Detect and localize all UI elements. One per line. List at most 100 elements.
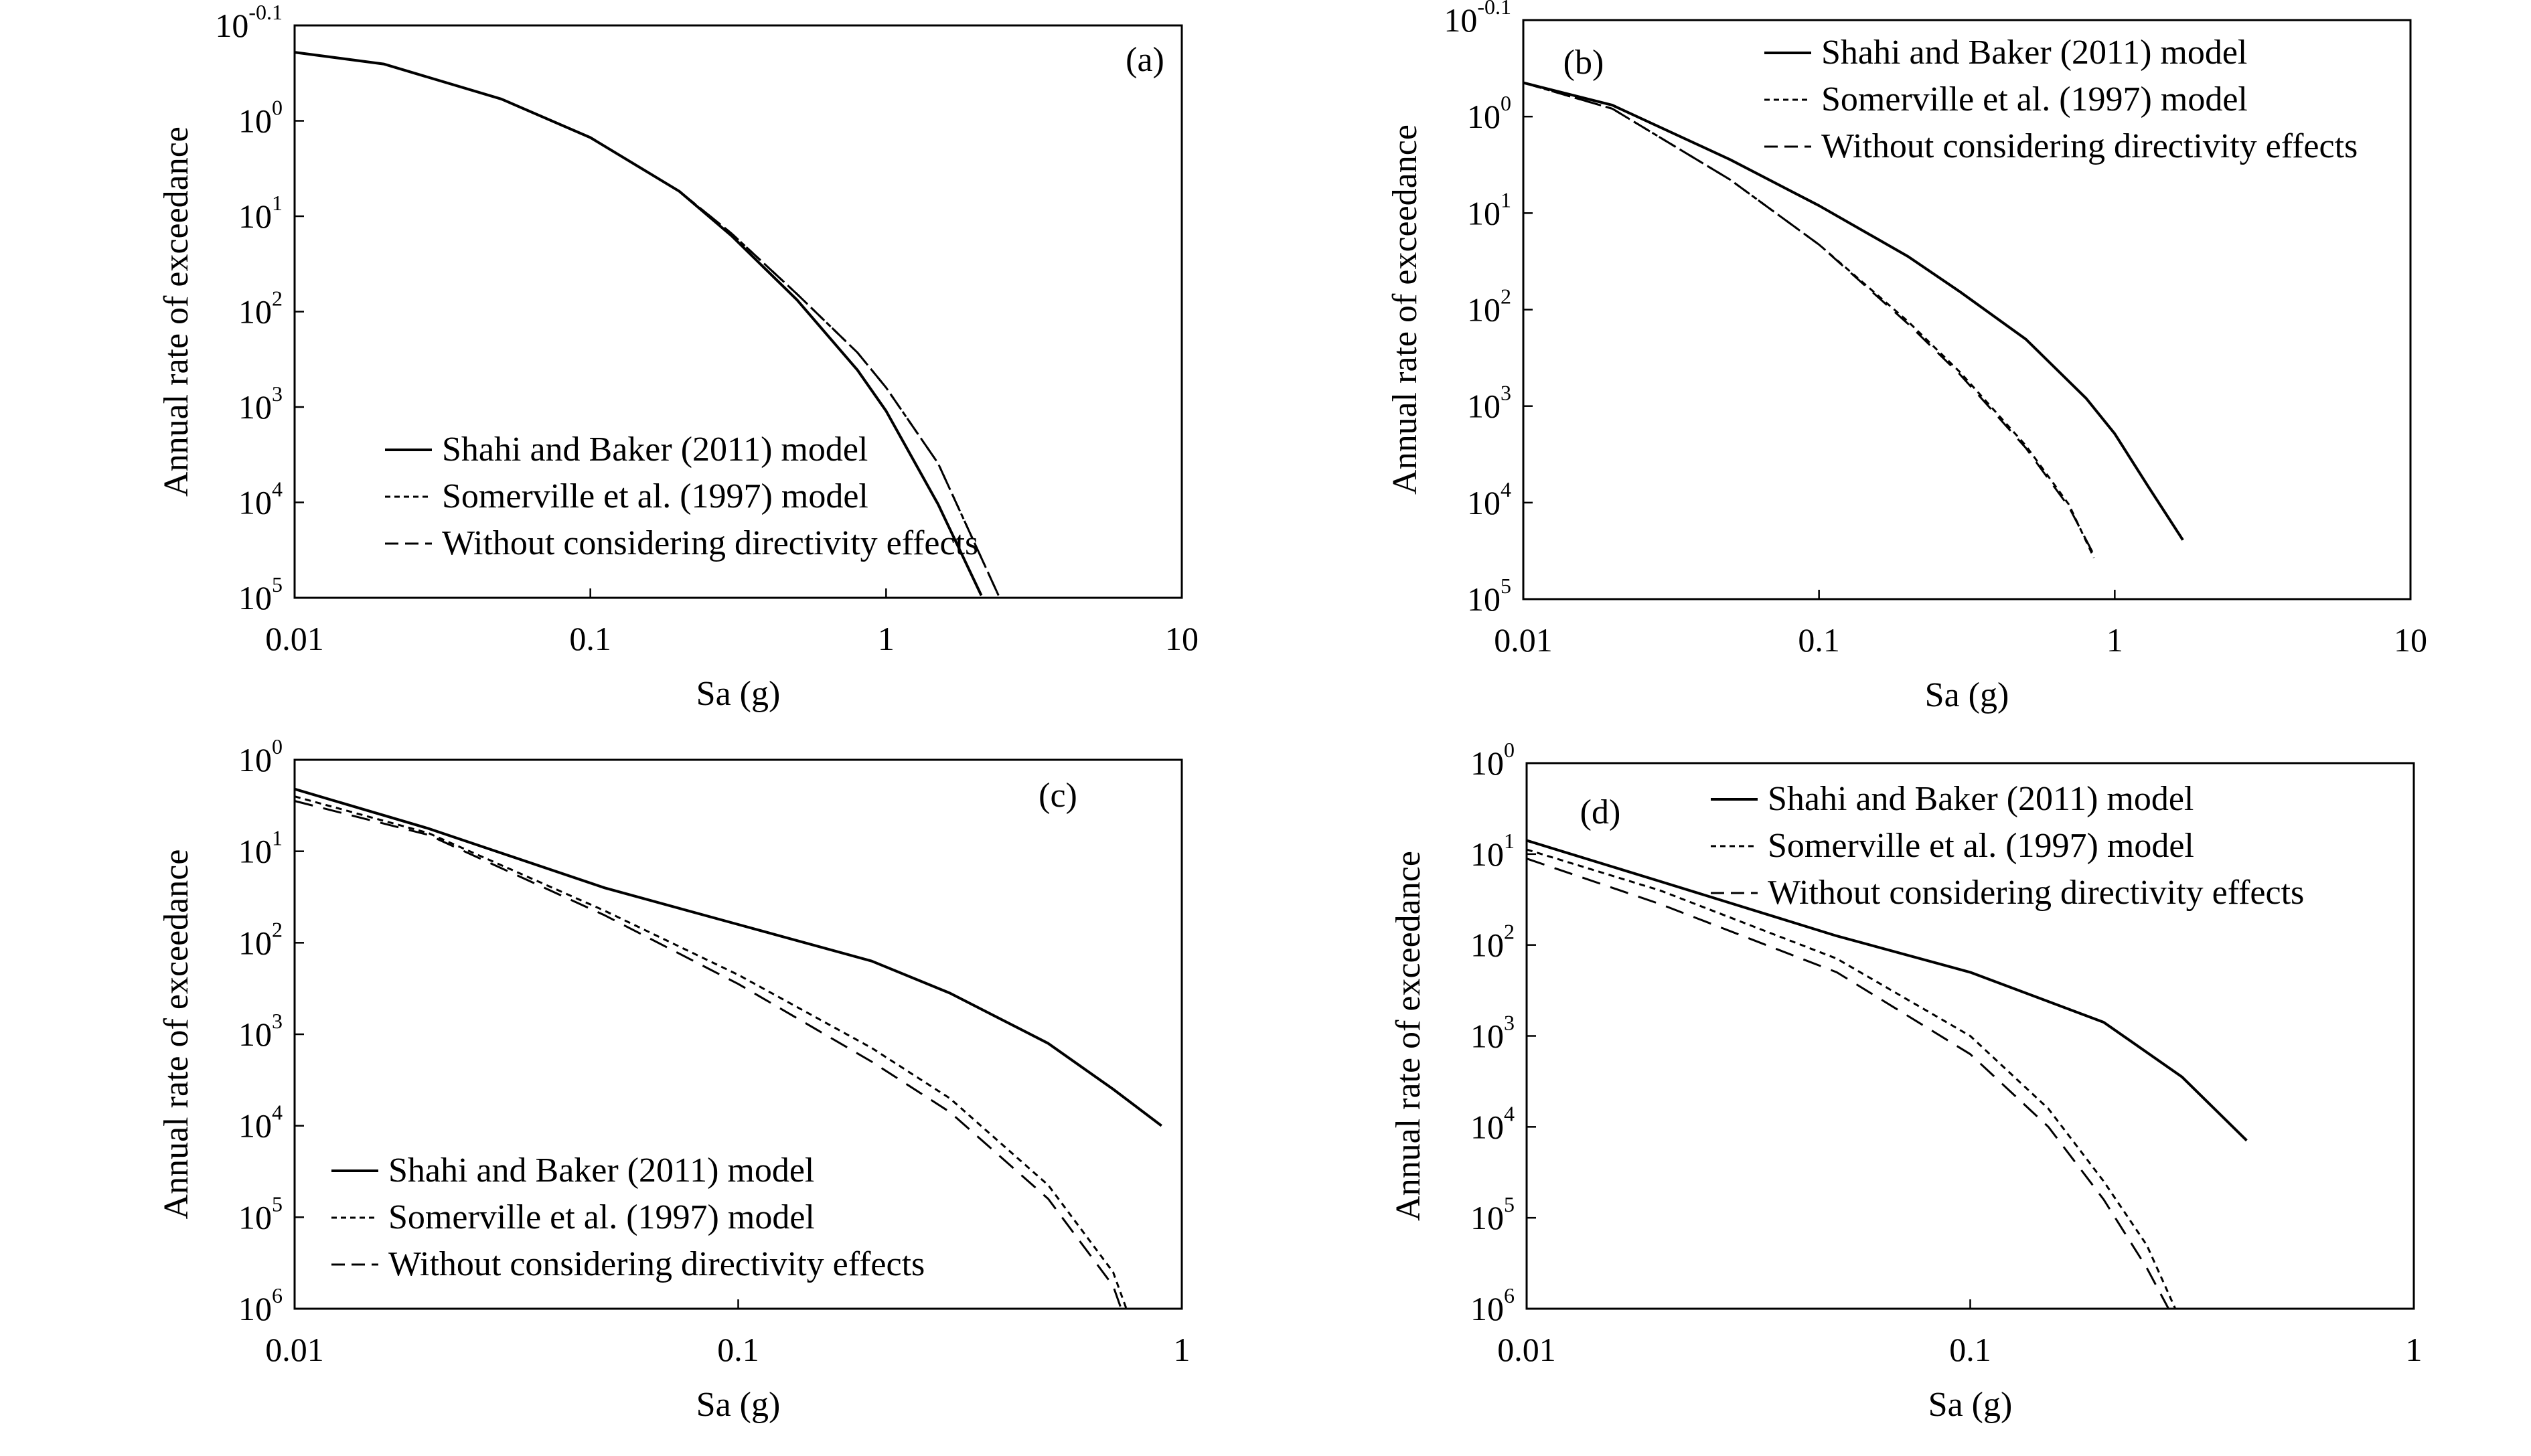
y-tick-exponent: 5 — [272, 1192, 283, 1216]
x-tick-label: 0.1 — [1949, 1331, 1991, 1368]
legend-entry-1: Shahi and Baker (2011) model — [442, 430, 868, 469]
x-tick-label: 0.01 — [1494, 621, 1553, 659]
y-tick-exponent: 1 — [1501, 187, 1511, 212]
y-tick-exponent: 1 — [272, 191, 283, 215]
y-tick-label: 101 — [1470, 829, 1515, 873]
y-tick-exponent: 4 — [1504, 1101, 1515, 1125]
y-tick-exponent: 0 — [1501, 91, 1511, 115]
y-tick-base: 10 — [1467, 291, 1501, 329]
y-tick-label: 10-0.1 — [1444, 0, 1511, 39]
series-line-2 — [294, 51, 1000, 596]
y-tick-base: 10 — [238, 102, 272, 140]
y-tick-label: 106 — [1470, 1283, 1515, 1327]
y-tick-exponent: 5 — [1501, 574, 1511, 598]
x-tick-label: 0.1 — [569, 620, 611, 657]
y-tick-exponent: 3 — [272, 1009, 283, 1033]
y-tick-exponent: 3 — [272, 382, 283, 406]
x-tick-label: 1 — [2106, 621, 2123, 659]
y-tick-label: 102 — [1467, 285, 1511, 329]
y-tick-label: 103 — [238, 382, 283, 426]
y-tick-label: 104 — [238, 1101, 283, 1145]
y-tick-exponent: 2 — [272, 287, 283, 311]
legend-entry-2: Somerville et al. (1997) model — [1821, 80, 2248, 118]
series-line-2 — [1526, 848, 2177, 1309]
y-tick-base: 10 — [1467, 98, 1501, 135]
y-tick-label: 101 — [1467, 187, 1511, 232]
y-tick-label: 100 — [238, 96, 283, 140]
x-tick-label: 0.1 — [1798, 621, 1840, 659]
series-line-1 — [1526, 839, 2248, 1142]
x-axis-title: Sa (g) — [1925, 676, 2009, 714]
y-tick-label: 103 — [238, 1009, 283, 1053]
y-tick-exponent: 1 — [1504, 829, 1515, 853]
legend-entry-1: Shahi and Baker (2011) model — [388, 1151, 814, 1190]
y-tick-label: 106 — [238, 1283, 283, 1327]
y-tick-label: 105 — [238, 1192, 283, 1236]
y-tick-base: 10 — [1467, 194, 1501, 232]
y-tick-base: 10 — [238, 579, 272, 617]
y-tick-base: 10 — [238, 388, 272, 426]
x-tick-label: 10 — [1165, 620, 1199, 657]
y-tick-base: 10 — [1467, 388, 1501, 425]
y-axis-title: Annual rate of exceedance — [1386, 125, 1424, 495]
y-tick-base: 10 — [1467, 580, 1501, 618]
y-tick-label: 102 — [238, 287, 283, 331]
y-tick-base: 10 — [238, 741, 272, 779]
y-tick-exponent: 6 — [1504, 1283, 1515, 1307]
y-tick-label: 104 — [1470, 1101, 1515, 1145]
y-tick-label: 102 — [1470, 920, 1515, 964]
y-tick-exponent: 0 — [1504, 738, 1515, 762]
y-tick-label: 103 — [1467, 381, 1511, 425]
legend-entry-3: Without considering directivity effects — [442, 524, 978, 562]
y-tick-base: 10 — [238, 1107, 272, 1145]
legend-entry-1: Shahi and Baker (2011) model — [1821, 33, 2247, 72]
y-tick-base: 10 — [238, 484, 272, 521]
y-tick-label: 105 — [1467, 574, 1511, 618]
y-tick-exponent: 5 — [1504, 1192, 1515, 1216]
x-tick-label: 0.01 — [265, 1331, 324, 1368]
y-tick-exponent: 4 — [272, 1101, 283, 1125]
y-tick-label: 100 — [1470, 738, 1515, 782]
y-tick-exponent: 6 — [272, 1283, 283, 1307]
y-tick-base: 10 — [215, 7, 248, 44]
x-tick-label: 0.1 — [717, 1331, 759, 1368]
y-tick-label: 103 — [1470, 1011, 1515, 1055]
series-line-3 — [1523, 82, 2094, 553]
y-tick-label: 100 — [1467, 91, 1511, 135]
y-tick-label: 104 — [1467, 477, 1511, 521]
y-axis-title: Annual rate of exceedance — [157, 850, 196, 1220]
x-tick-label: 1 — [2406, 1331, 2423, 1368]
legend-entry-2: Somerville et al. (1997) model — [1768, 827, 2194, 865]
series-line-2 — [1523, 82, 2095, 558]
y-tick-base: 10 — [238, 197, 272, 235]
series-line-1 — [1523, 81, 2184, 541]
panel-label: (a) — [1126, 41, 1164, 79]
panel-label: (b) — [1563, 44, 1604, 82]
y-tick-exponent: 4 — [272, 477, 283, 501]
x-axis-title: Sa (g) — [696, 675, 781, 713]
y-tick-label: 102 — [238, 917, 283, 961]
x-tick-label: 1 — [878, 620, 895, 657]
y-tick-base: 10 — [1444, 1, 1477, 39]
y-tick-exponent: 1 — [272, 826, 283, 850]
y-tick-base: 10 — [238, 1290, 272, 1327]
y-tick-base: 10 — [1470, 1108, 1504, 1145]
x-tick-label: 10 — [2394, 621, 2427, 659]
y-tick-base: 10 — [238, 293, 272, 331]
x-tick-label: 1 — [1174, 1331, 1191, 1368]
panel-label: (d) — [1580, 793, 1621, 831]
y-tick-exponent: 5 — [272, 572, 283, 596]
y-tick-base: 10 — [238, 833, 272, 870]
y-tick-label: 10-0.1 — [215, 0, 283, 44]
x-tick-label: 0.01 — [265, 620, 324, 657]
y-tick-base: 10 — [1467, 484, 1501, 521]
panel-label: (c) — [1039, 777, 1077, 815]
series-line-3 — [294, 800, 1122, 1309]
series-line-3 — [294, 51, 1000, 596]
x-axis-title: Sa (g) — [696, 1386, 781, 1424]
y-tick-exponent: -0.1 — [248, 0, 283, 24]
